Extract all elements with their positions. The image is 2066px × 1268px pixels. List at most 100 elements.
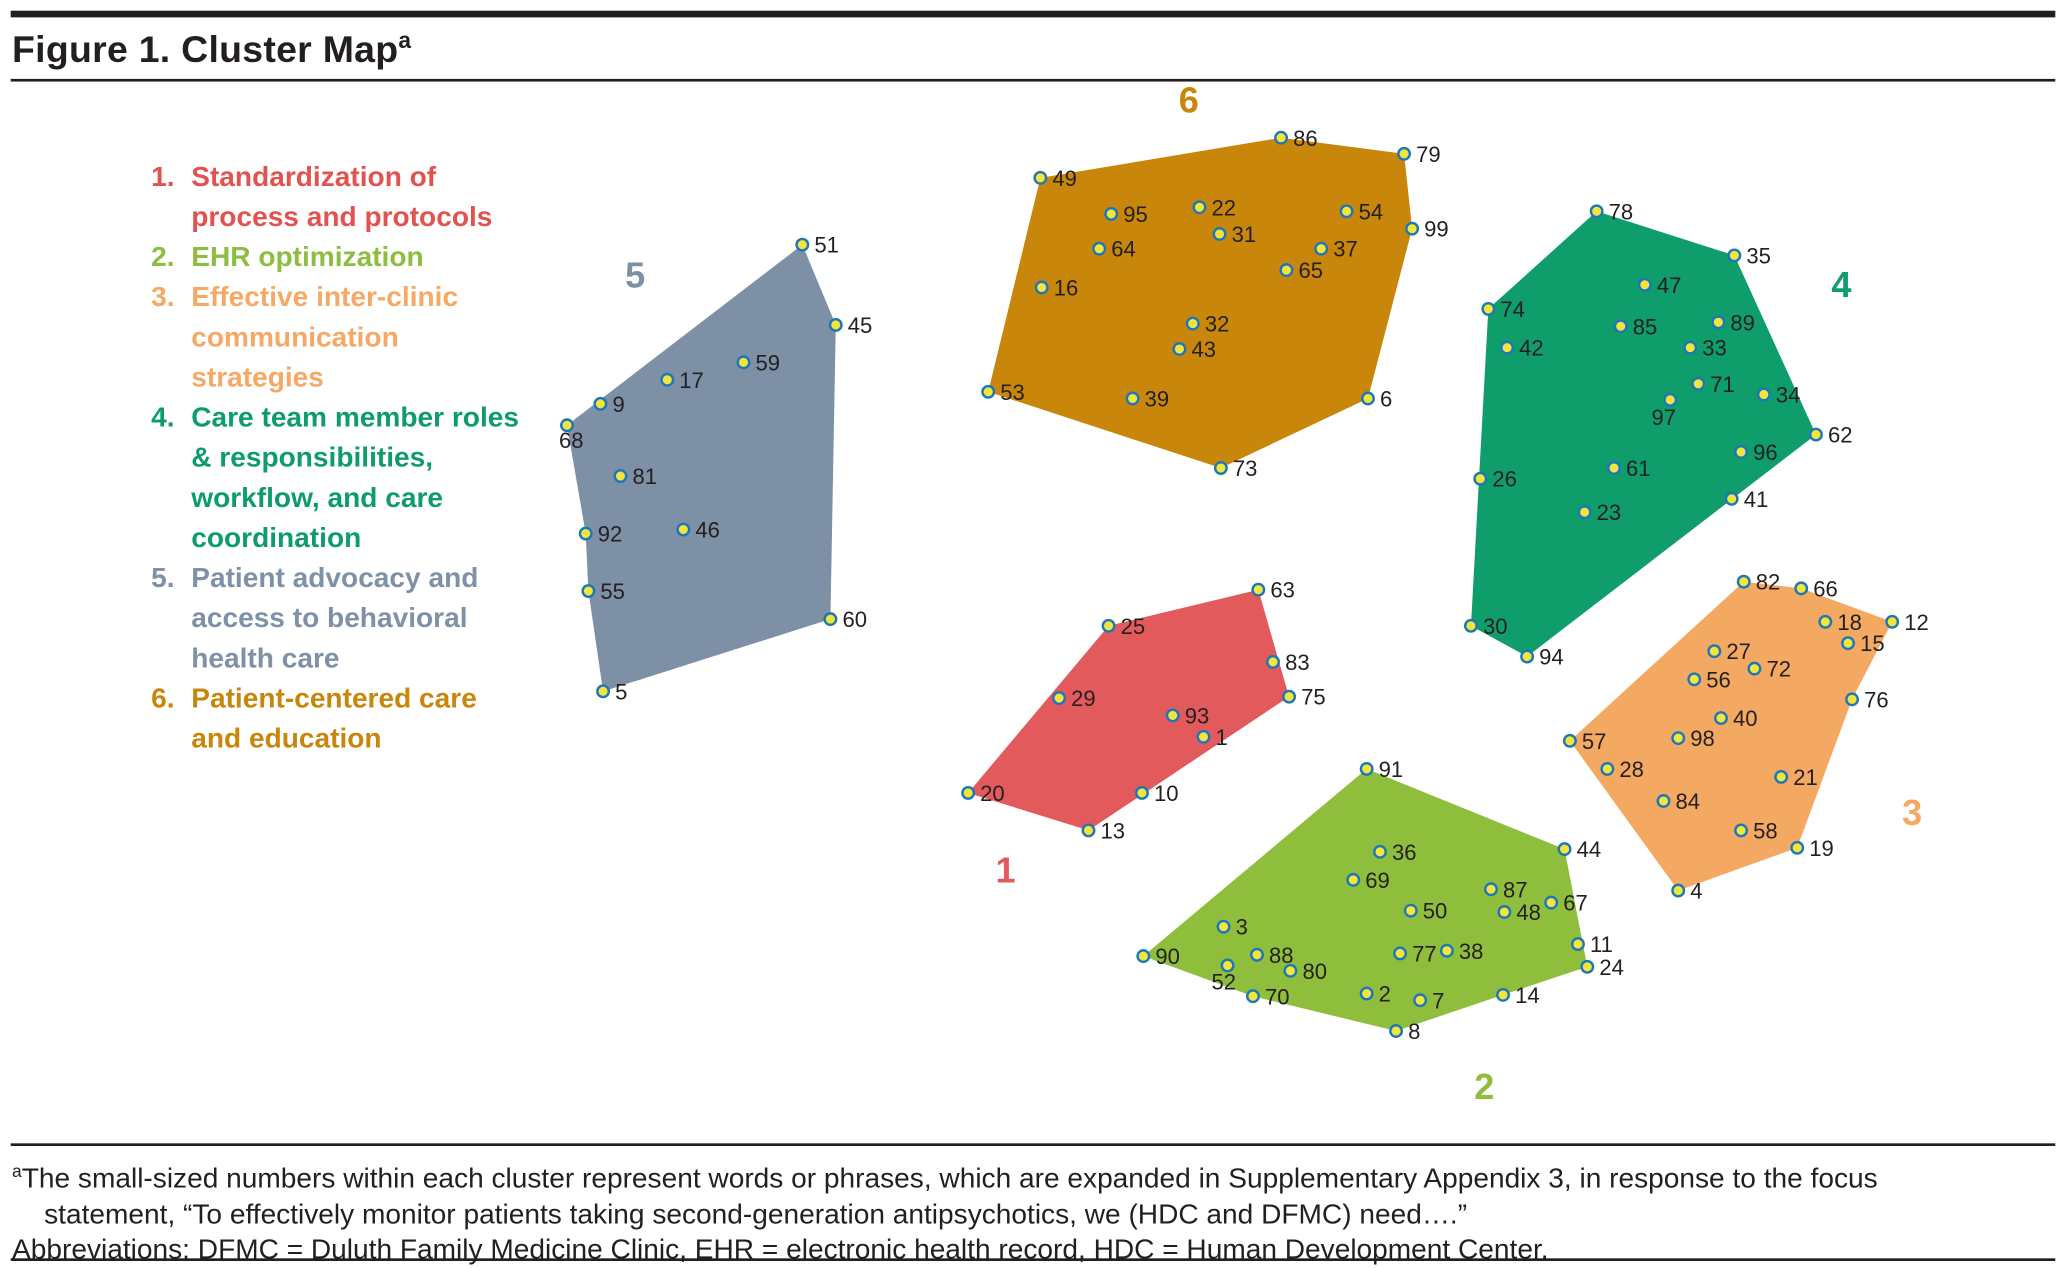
point-94-label: 94: [1539, 645, 1564, 670]
legend-item-label: Care team member roles & responsibilities…: [191, 402, 520, 554]
point-41-label: 41: [1744, 487, 1769, 512]
point-33-label: 33: [1702, 336, 1727, 361]
point-17-label: 17: [679, 368, 704, 393]
point-4-dot: [1671, 883, 1686, 898]
point-87-dot: [1484, 882, 1498, 897]
point-14-dot: [1496, 987, 1510, 1002]
point-76-label: 76: [1864, 687, 1889, 712]
point-22-dot: [1192, 200, 1207, 215]
point-2-label: 2: [1379, 982, 1391, 1007]
point-6-label: 6: [1380, 387, 1392, 412]
legend-item-number: 3.: [151, 282, 175, 313]
point-38-label: 38: [1459, 939, 1484, 964]
point-92-dot: [578, 526, 593, 541]
point-91-dot: [1359, 761, 1374, 776]
legend-item-label: Standardization of process and protocols: [191, 161, 493, 233]
point-24-dot: [1580, 959, 1595, 974]
point-10-dot: [1135, 786, 1149, 800]
point-86-dot: [1274, 130, 1289, 145]
point-50-label: 50: [1423, 899, 1448, 924]
point-32-dot: [1185, 316, 1200, 331]
cluster-2-polygon: [1143, 768, 1588, 1031]
point-31-dot: [1212, 227, 1227, 241]
point-62-label: 62: [1828, 423, 1853, 448]
point-46-dot: [676, 522, 691, 537]
legend: 1. Standardization of process and protocol…: [151, 158, 519, 760]
cluster-5-polygon: [566, 244, 836, 692]
point-7-dot: [1413, 993, 1428, 1008]
point-63-label: 63: [1270, 578, 1295, 603]
point-3-dot: [1216, 919, 1231, 934]
point-68-label: 68: [559, 428, 584, 453]
point-1-label: 1: [1216, 725, 1228, 750]
point-43-dot: [1172, 342, 1187, 356]
title-divider: [10, 78, 2056, 82]
point-97-dot: [1663, 392, 1678, 407]
point-8-label: 8: [1408, 1019, 1420, 1044]
point-10-label: 10: [1154, 781, 1179, 806]
point-44-label: 44: [1577, 837, 1602, 862]
cluster-4-polygon: [1470, 211, 1816, 657]
point-60-label: 60: [842, 607, 867, 632]
point-34-dot: [1756, 387, 1771, 402]
point-23-dot: [1577, 505, 1592, 520]
footnote-marker: a: [12, 1160, 22, 1181]
point-92-label: 92: [598, 522, 623, 547]
point-26-dot: [1473, 471, 1488, 486]
point-19-dot: [1790, 840, 1805, 855]
point-96-dot: [1734, 445, 1749, 459]
cluster-1-polygon: [968, 589, 1290, 831]
point-24-label: 24: [1599, 955, 1624, 980]
cluster-1-label: 1: [996, 850, 1016, 891]
point-25-dot: [1101, 618, 1116, 633]
point-74-dot: [1481, 301, 1496, 316]
point-58-dot: [1734, 823, 1749, 838]
cluster-6-label: 6: [1179, 79, 1199, 120]
point-40-label: 40: [1733, 706, 1758, 731]
point-90-label: 90: [1155, 944, 1180, 969]
point-15-label: 15: [1860, 631, 1885, 656]
point-71-label: 71: [1710, 372, 1735, 397]
point-86-label: 86: [1293, 126, 1318, 151]
footnote-line-1: aThe small-sized numbers within each clu…: [12, 1154, 1878, 1197]
cluster-2-label: 2: [1474, 1066, 1494, 1107]
legend-item-number: 2.: [151, 242, 175, 273]
point-52-label: 52: [1212, 970, 1237, 995]
point-11-dot: [1570, 937, 1585, 952]
point-78-label: 78: [1609, 199, 1634, 224]
legend-item-label: Patient advocacy and access to behavioral…: [191, 562, 479, 674]
point-40-dot: [1714, 711, 1728, 726]
point-23-label: 23: [1597, 500, 1622, 525]
point-91-label: 91: [1379, 757, 1404, 782]
point-56-dot: [1687, 672, 1702, 687]
point-36-label: 36: [1392, 840, 1417, 865]
legend-item-label: EHR optimization: [191, 242, 424, 273]
point-95-dot: [1104, 207, 1119, 221]
point-31-label: 31: [1232, 222, 1257, 247]
point-48-dot: [1497, 905, 1512, 919]
point-64-label: 64: [1111, 237, 1136, 262]
point-58-label: 58: [1753, 818, 1778, 843]
point-33-dot: [1683, 340, 1698, 355]
point-39-dot: [1125, 391, 1140, 406]
point-35-dot: [1727, 248, 1742, 263]
legend-item-1: 1. Standardization of process and protocol…: [151, 158, 519, 238]
point-26-label: 26: [1492, 467, 1517, 492]
footnote-line-2: statement, “To effectively monitor patie…: [44, 1198, 1468, 1230]
point-1-dot: [1196, 729, 1211, 744]
figure-title: Figure 1. Cluster Mapa: [12, 28, 411, 71]
point-88-dot: [1250, 947, 1264, 962]
point-67-label: 67: [1563, 891, 1588, 916]
point-70-label: 70: [1265, 984, 1290, 1009]
legend-item-number: 6.: [151, 683, 175, 715]
point-83-label: 83: [1285, 650, 1310, 675]
point-87-label: 87: [1503, 877, 1528, 902]
legend-item-label: Patient-centered care and education: [191, 683, 477, 755]
point-77-dot: [1393, 946, 1408, 961]
point-45-label: 45: [848, 313, 873, 338]
cluster-3-label: 3: [1902, 792, 1922, 833]
point-80-dot: [1283, 963, 1298, 978]
point-37-label: 37: [1333, 237, 1358, 262]
